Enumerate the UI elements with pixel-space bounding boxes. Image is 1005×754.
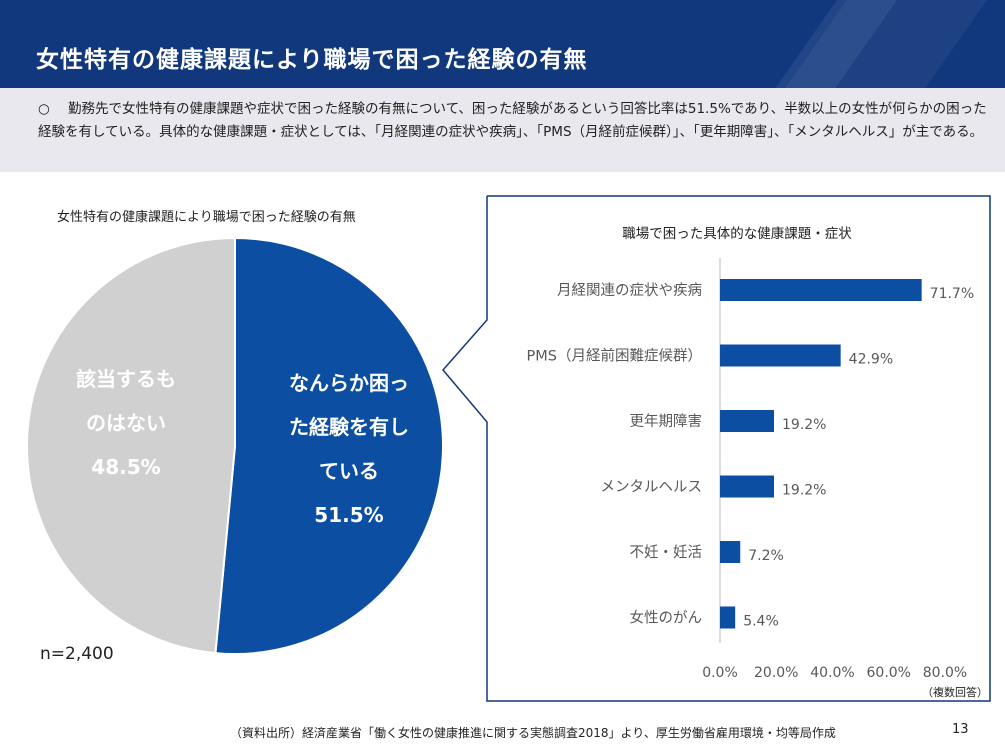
bar-category-label: 不妊・妊活	[630, 544, 703, 561]
bar-category-label: メンタルヘルス	[601, 479, 703, 496]
bar-value-label: 71.7%	[930, 286, 974, 302]
pie-slice	[214, 236, 444, 655]
bar-value-label: 19.2%	[782, 483, 826, 499]
x-tick-label: 80.0%	[923, 665, 967, 681]
pie-slice	[26, 236, 236, 655]
bar-value-label: 7.2%	[748, 548, 784, 564]
page-number: 13	[952, 722, 969, 737]
pie-value-label: 48.5%	[91, 455, 160, 479]
bar-category-label: 月経関連の症状や疾病	[557, 282, 702, 299]
bar-value-label: 5.4%	[743, 614, 779, 630]
pie-slice-label: た経験を有し	[289, 415, 409, 439]
pie-slice-label: なんらか困っ	[289, 371, 409, 395]
pie-slice-label: 該当するも	[76, 367, 176, 391]
bar	[720, 344, 841, 367]
bar	[720, 475, 774, 498]
bar	[720, 606, 736, 629]
sample-size-label: n=2,400	[40, 644, 114, 664]
pie-value-label: 51.5%	[314, 503, 383, 527]
bar-value-label: 19.2%	[782, 417, 826, 433]
bar-category-label: 女性のがん	[630, 609, 703, 627]
x-tick-label: 20.0%	[754, 665, 798, 681]
pie-slice-label: ている	[319, 459, 379, 483]
bar-chart: 月経関連の症状や疾病 71.7% PMS（月経前困難症候群） 42.9% 更年期障害 19…	[527, 258, 974, 681]
x-tick-label: 60.0%	[867, 665, 911, 681]
bar-category-label: 更年期障害	[630, 412, 703, 430]
pie-slice-label: のはない	[86, 411, 166, 435]
bullet-icon: ○	[38, 101, 50, 117]
bar	[720, 279, 922, 301]
bar-chart-title: 職場で困った具体的な健康課題・症状	[622, 226, 852, 242]
callout-border	[442, 195, 991, 702]
bar	[720, 541, 741, 563]
summary-body: 勤務先で女性特有の健康課題や症状で困った経験の有無について、困った経験があるとい…	[38, 101, 987, 140]
bar	[720, 410, 774, 432]
summary-box: ○ 勤務先で女性特有の健康課題や症状で困った経験の有無について、困った経験があると…	[0, 88, 1005, 172]
pie-chart-title: 女性特有の健康課題により職場で困った経験の有無	[57, 210, 356, 225]
multiple-answer-note: （複数回答）	[922, 686, 988, 699]
page-title: 女性特有の健康課題により職場で困った経験の有無	[36, 47, 588, 73]
source-note: （資料出所）経済産業省「働く女性の健康推進に関する実態調査2018」より、厚生労…	[230, 726, 836, 740]
x-tick-label: 0.0%	[702, 665, 738, 681]
summary-text: ○ 勤務先で女性特有の健康課題や症状で困った経験の有無について、困った経験があると…	[38, 98, 993, 144]
bar-category-label: PMS（月経前困難症候群）	[527, 348, 702, 365]
x-tick-label: 40.0%	[810, 665, 854, 681]
bar-value-label: 42.9%	[849, 352, 893, 368]
header-banner: 女性特有の健康課題により職場で困った経験の有無	[0, 0, 1005, 88]
